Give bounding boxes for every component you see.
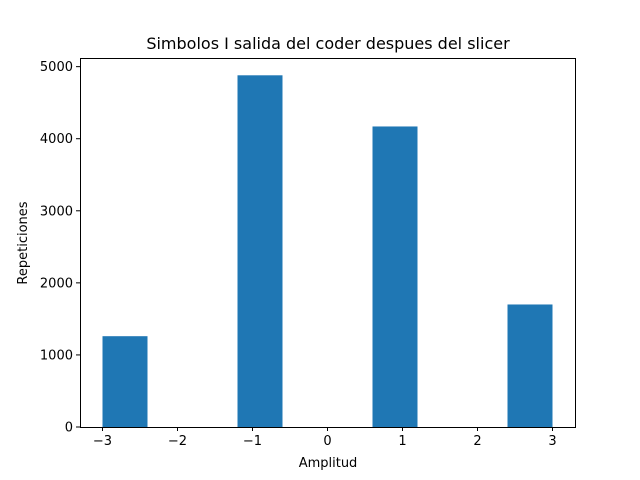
- y-tick-label: 1000: [40, 348, 73, 363]
- bar-2: [372, 126, 418, 427]
- bars-group: [102, 75, 553, 427]
- x-tick-label: 0: [323, 434, 331, 449]
- x-tick-label: 2: [473, 434, 481, 449]
- x-tick-label: 1: [398, 434, 406, 449]
- bar-1: [237, 75, 283, 427]
- y-axis-label: Repeticiones: [16, 201, 31, 284]
- y-tick-label: 0: [65, 421, 73, 436]
- x-axis-label: Amplitud: [299, 456, 358, 471]
- x-tick-label: 3: [548, 434, 556, 449]
- plot-frame: [80, 58, 576, 428]
- x-tick-label: −3: [93, 434, 112, 449]
- x-tick-label: −1: [243, 434, 262, 449]
- bar-0: [102, 336, 148, 427]
- y-tick-label: 4000: [40, 132, 73, 147]
- x-ticks-group: −3 −2 −1 0 1 2 3: [93, 427, 557, 449]
- y-tick-label: 2000: [40, 276, 73, 291]
- y-ticks-group: 0 1000 2000 3000 4000 5000: [40, 60, 80, 436]
- y-tick-label: 3000: [40, 204, 73, 219]
- bar-3: [507, 304, 553, 427]
- y-tick-label: 5000: [40, 60, 73, 75]
- chart-title: Simbolos I salida del coder despues del …: [146, 34, 510, 53]
- x-tick-label: −2: [168, 434, 187, 449]
